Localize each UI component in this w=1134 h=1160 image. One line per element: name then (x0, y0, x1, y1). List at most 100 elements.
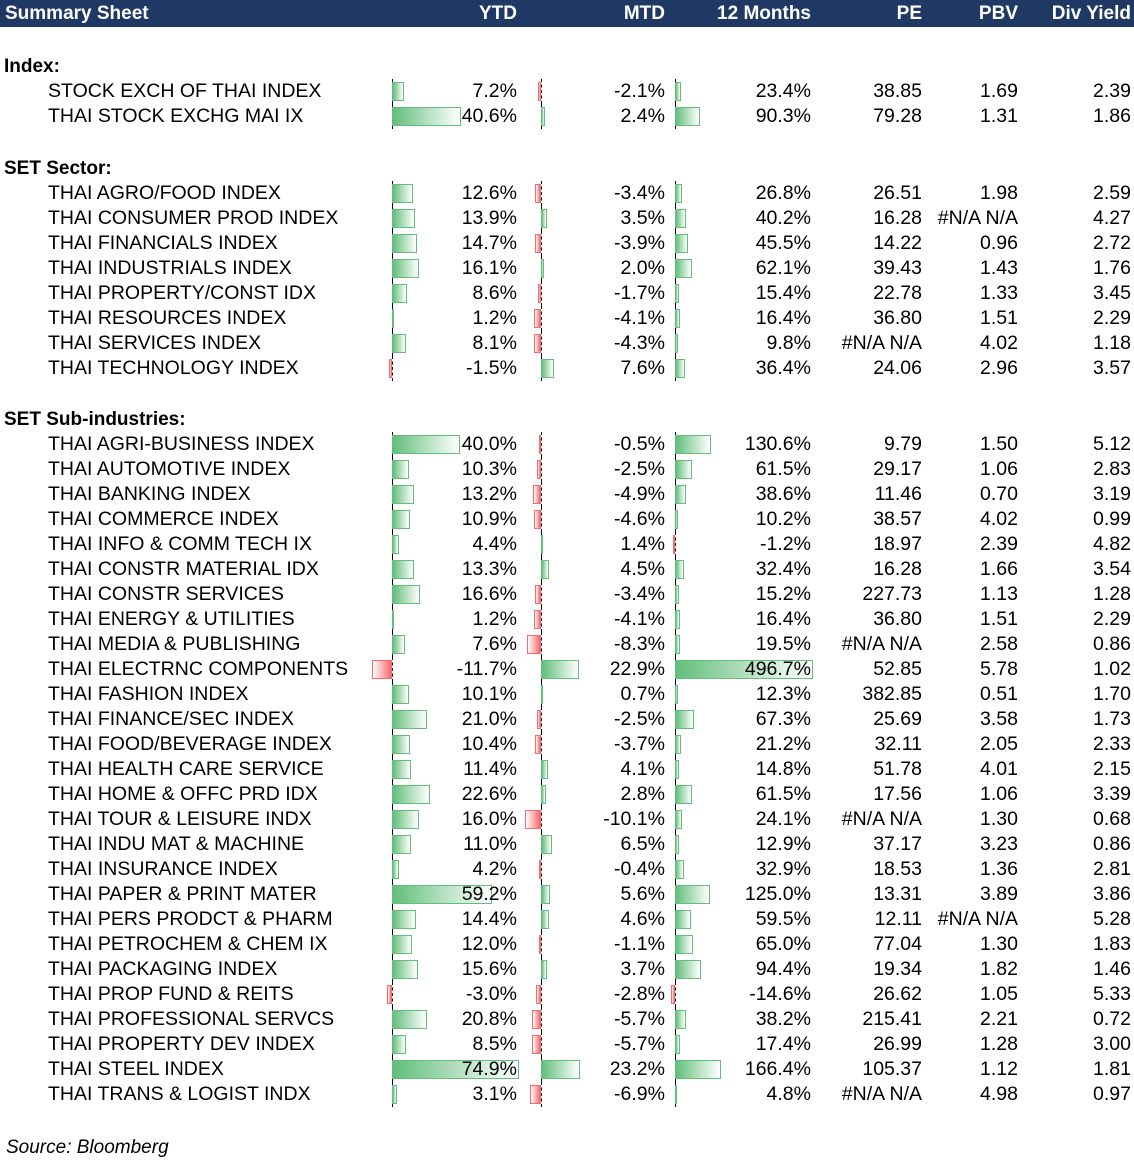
ytd-value: 74.9% (461, 1058, 517, 1080)
table-row: THAI INDUSTRIALS INDEX 16.1% 2.0% 62.1% 39.4… (0, 256, 1134, 281)
index-name: THAI CONSTR MATERIAL IDX (48, 558, 319, 580)
mtd-bar-axis (541, 707, 542, 732)
mtd-data-bar (536, 710, 541, 729)
m12-value: 125.0% (744, 883, 811, 905)
table-row: THAI PROP FUND & REITS -3.0% -2.8% -14.6% 26… (0, 982, 1134, 1007)
col-divyield-header: Div Yield (1051, 3, 1131, 24)
index-name: THAI PETROCHEM & CHEM IX (48, 933, 328, 955)
pbv-value: 5.78 (980, 658, 1018, 680)
index-name: STOCK EXCH OF THAI INDEX (48, 80, 322, 102)
m12-value: 59.5% (755, 908, 811, 930)
mtd-bar-axis (541, 181, 542, 206)
ytd-value: 16.6% (461, 583, 517, 605)
ytd-data-bar (392, 1010, 428, 1029)
mtd-data-bar (533, 485, 541, 504)
mtd-data-bar (541, 760, 548, 779)
m12-value: 21.2% (755, 733, 811, 755)
dy-value: 1.86 (1093, 105, 1131, 127)
mtd-data-bar (527, 635, 541, 654)
ytd-value: 8.5% (472, 1033, 517, 1055)
table-row: THAI FASHION INDEX 10.1% 0.7% 12.3% 382.85 0.… (0, 682, 1134, 707)
index-name: THAI BANKING INDEX (48, 483, 251, 505)
index-name: THAI INDU MAT & MACHINE (48, 833, 305, 855)
m12-bar-axis (675, 532, 676, 557)
ytd-value: 40.6% (461, 105, 517, 127)
ytd-value: 40.0% (461, 433, 517, 455)
pbv-value: 3.89 (980, 883, 1018, 905)
mtd-data-bar (541, 685, 543, 704)
m12-value: 16.4% (755, 608, 811, 630)
dy-value: 4.27 (1093, 207, 1131, 229)
table-row: THAI STOCK EXCHG MAI IX 40.6% 2.4% 90.3% 79.… (0, 104, 1134, 129)
pbv-value: 1.51 (980, 608, 1018, 630)
mtd-value: 5.6% (620, 883, 665, 905)
pbv-value: 1.50 (980, 433, 1018, 455)
mtd-data-bar (539, 935, 541, 954)
pbv-value: 1.13 (980, 583, 1018, 605)
m12-data-bar (675, 585, 680, 604)
ytd-data-bar (392, 435, 460, 454)
ytd-data-bar (392, 635, 405, 654)
pe-value: 24.06 (873, 357, 922, 379)
ytd-data-bar (392, 259, 420, 278)
ytd-data-bar (392, 107, 461, 126)
m12-value: 32.4% (755, 558, 811, 580)
pbv-value: 1.30 (980, 808, 1018, 830)
pbv-value: 4.02 (980, 508, 1018, 530)
m12-value: 38.2% (755, 1008, 811, 1030)
dy-value: 2.33 (1093, 733, 1131, 755)
index-name: THAI ENERGY & UTILITIES (48, 608, 295, 630)
ytd-value: -11.7% (456, 658, 517, 680)
mtd-bar-axis (541, 482, 542, 507)
m12-value: -14.6% (749, 983, 811, 1005)
ytd-value: 12.0% (461, 933, 517, 955)
m12-data-bar (675, 685, 679, 704)
table-row: THAI TOUR & LEISURE INDX 16.0% -10.1% 24.1%… (0, 807, 1134, 832)
ytd-data-bar (392, 585, 421, 604)
mtd-value: -5.7% (614, 1033, 665, 1055)
m12-value: 40.2% (755, 207, 811, 229)
pe-value: 18.53 (873, 858, 922, 880)
mtd-value: -4.1% (614, 608, 665, 630)
ytd-value: 10.9% (461, 508, 517, 530)
pbv-value: 4.01 (980, 758, 1018, 780)
mtd-value: 4.5% (620, 558, 665, 580)
mtd-bar-axis (541, 932, 542, 957)
index-name: THAI PROPERTY DEV INDEX (48, 1033, 315, 1055)
ytd-data-bar (386, 985, 392, 1004)
mtd-data-bar (541, 910, 549, 929)
m12-value: 36.4% (755, 357, 811, 379)
ytd-data-bar (392, 309, 395, 328)
ytd-data-bar (392, 785, 431, 804)
dy-value: 0.68 (1093, 808, 1131, 830)
index-name: THAI AUTOMOTIVE INDEX (48, 458, 291, 480)
dy-value: 5.28 (1093, 908, 1131, 930)
pe-value: 38.85 (873, 80, 922, 102)
ytd-bar-axis (392, 657, 393, 682)
dy-value: 2.83 (1093, 458, 1131, 480)
ytd-data-bar (392, 710, 428, 729)
dy-value: 3.39 (1093, 783, 1131, 805)
m12-value: 23.4% (755, 80, 811, 102)
table-row: THAI COMMERCE INDEX 10.9% -4.6% 10.2% 38.57 4… (0, 507, 1134, 532)
pe-value: 105.37 (862, 1058, 922, 1080)
mtd-value: 3.5% (620, 207, 665, 229)
pe-value: 16.28 (873, 207, 922, 229)
mtd-data-bar (531, 1010, 541, 1029)
pe-value: 11.46 (874, 483, 922, 505)
m12-data-bar (675, 460, 693, 479)
dy-value: 2.29 (1093, 608, 1131, 630)
mtd-bar-axis (541, 281, 542, 306)
m12-data-bar (675, 760, 680, 779)
m12-data-bar (675, 510, 678, 529)
mtd-value: -4.3% (614, 332, 665, 354)
table-row: THAI MEDIA & PUBLISHING 7.6% -8.3% 19.5% #N/… (0, 632, 1134, 657)
pbv-value: 0.96 (980, 232, 1018, 254)
m12-value: 94.4% (755, 958, 811, 980)
dy-value: 3.54 (1093, 558, 1131, 580)
table-row: THAI HOME & OFFC PRD IDX 22.6% 2.8% 61.5% 17… (0, 782, 1134, 807)
ytd-value: 21.0% (461, 708, 517, 730)
ytd-value: 4.4% (472, 533, 517, 555)
ytd-data-bar (392, 685, 410, 704)
ytd-bar-axis (392, 982, 393, 1007)
